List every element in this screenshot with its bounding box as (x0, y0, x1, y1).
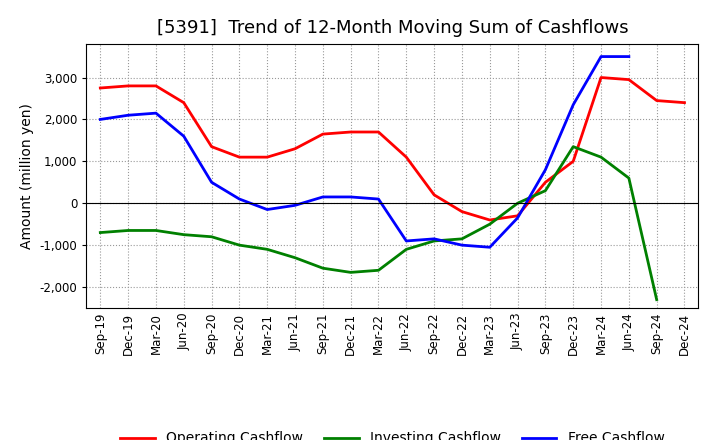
Operating Cashflow (513, 213, 522, 218)
Investing Cashflow (346, 270, 355, 275)
Investing Cashflow (263, 247, 271, 252)
Free Cashflow (541, 167, 550, 172)
Free Cashflow (207, 180, 216, 185)
Line: Investing Cashflow: Investing Cashflow (100, 147, 657, 300)
Operating Cashflow (179, 100, 188, 105)
Free Cashflow (513, 215, 522, 220)
Investing Cashflow (485, 222, 494, 227)
Investing Cashflow (541, 188, 550, 193)
Line: Operating Cashflow: Operating Cashflow (100, 77, 685, 220)
Line: Free Cashflow: Free Cashflow (100, 57, 629, 247)
Operating Cashflow (597, 75, 606, 80)
Investing Cashflow (179, 232, 188, 237)
Free Cashflow (96, 117, 104, 122)
Investing Cashflow (374, 268, 383, 273)
Operating Cashflow (541, 180, 550, 185)
Free Cashflow (485, 245, 494, 250)
Investing Cashflow (458, 236, 467, 242)
Operating Cashflow (624, 77, 633, 82)
Free Cashflow (430, 236, 438, 242)
Operating Cashflow (430, 192, 438, 198)
Free Cashflow (263, 207, 271, 212)
Investing Cashflow (152, 228, 161, 233)
Operating Cashflow (485, 217, 494, 223)
Operating Cashflow (207, 144, 216, 149)
Operating Cashflow (569, 159, 577, 164)
Free Cashflow (179, 134, 188, 139)
Free Cashflow (124, 113, 132, 118)
Free Cashflow (458, 242, 467, 248)
Operating Cashflow (263, 154, 271, 160)
Y-axis label: Amount (million yen): Amount (million yen) (20, 103, 34, 249)
Investing Cashflow (652, 297, 661, 302)
Operating Cashflow (374, 129, 383, 135)
Free Cashflow (597, 54, 606, 59)
Free Cashflow (624, 54, 633, 59)
Operating Cashflow (291, 146, 300, 151)
Investing Cashflow (124, 228, 132, 233)
Operating Cashflow (152, 83, 161, 88)
Free Cashflow (291, 203, 300, 208)
Investing Cashflow (430, 238, 438, 244)
Operating Cashflow (402, 154, 410, 160)
Free Cashflow (318, 194, 327, 200)
Free Cashflow (346, 194, 355, 200)
Operating Cashflow (235, 154, 243, 160)
Operating Cashflow (124, 83, 132, 88)
Free Cashflow (235, 196, 243, 202)
Operating Cashflow (458, 209, 467, 214)
Free Cashflow (569, 102, 577, 107)
Investing Cashflow (96, 230, 104, 235)
Operating Cashflow (652, 98, 661, 103)
Investing Cashflow (569, 144, 577, 149)
Investing Cashflow (318, 266, 327, 271)
Title: [5391]  Trend of 12-Month Moving Sum of Cashflows: [5391] Trend of 12-Month Moving Sum of C… (156, 19, 629, 37)
Free Cashflow (402, 238, 410, 244)
Free Cashflow (152, 110, 161, 116)
Operating Cashflow (680, 100, 689, 105)
Free Cashflow (374, 196, 383, 202)
Legend: Operating Cashflow, Investing Cashflow, Free Cashflow: Operating Cashflow, Investing Cashflow, … (114, 426, 670, 440)
Investing Cashflow (624, 176, 633, 181)
Investing Cashflow (597, 154, 606, 160)
Operating Cashflow (318, 132, 327, 137)
Investing Cashflow (402, 247, 410, 252)
Operating Cashflow (96, 85, 104, 91)
Investing Cashflow (235, 242, 243, 248)
Operating Cashflow (346, 129, 355, 135)
Investing Cashflow (513, 201, 522, 206)
Investing Cashflow (291, 255, 300, 260)
Investing Cashflow (207, 234, 216, 239)
